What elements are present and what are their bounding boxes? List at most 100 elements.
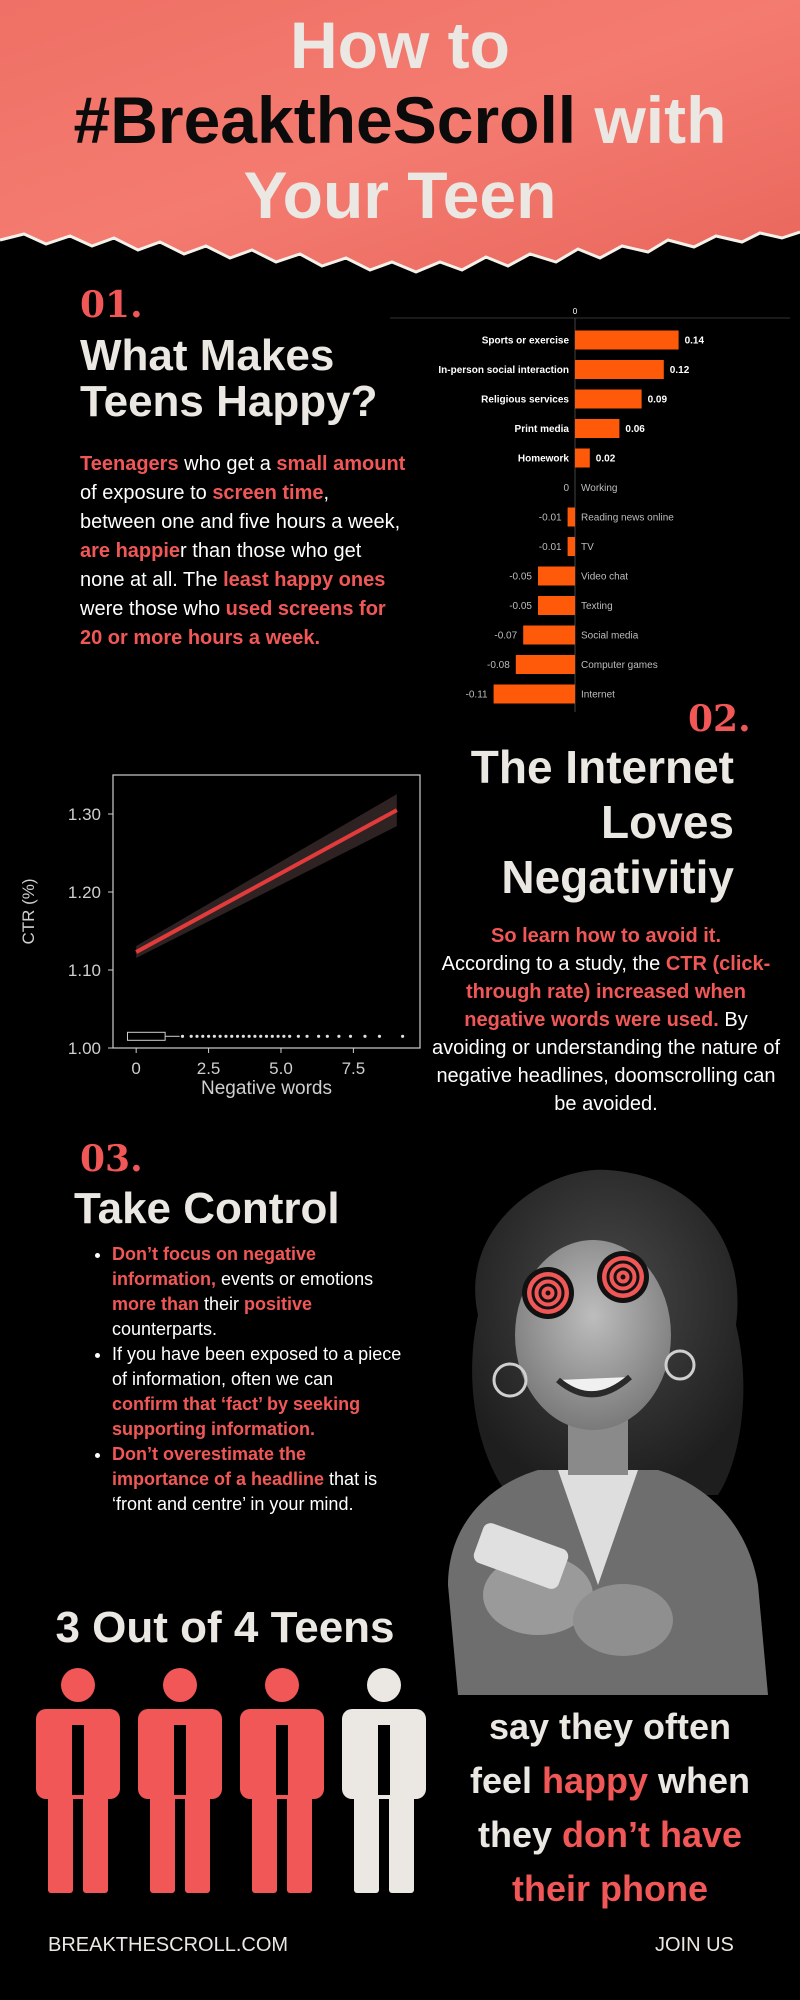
y-tick-label: 1.20	[68, 883, 101, 902]
section-2-number: 02.	[688, 698, 751, 740]
rug-point	[363, 1034, 367, 1038]
category-label: TV	[581, 542, 594, 553]
category-label: Print media	[515, 424, 570, 435]
value-label: -0.07	[494, 631, 517, 642]
text-span: that is ‘front and centre’ in your mind.	[112, 1469, 378, 1514]
bar	[567, 537, 575, 556]
section-2-heading-line-2: Loves	[601, 796, 734, 848]
bar	[575, 419, 620, 438]
value-label: 0.12	[670, 365, 690, 376]
bar	[493, 684, 575, 704]
y-axis-label: CTR (%)	[19, 878, 38, 944]
value-label: 0.14	[685, 336, 705, 347]
spiral-eye-right-icon	[597, 1251, 649, 1303]
text-span: , between one and five hours a week,	[80, 482, 401, 533]
rug-point	[348, 1034, 353, 1038]
text-span: If you have been exposed to a piece of i…	[112, 1344, 402, 1389]
value-label: 0.06	[625, 424, 645, 435]
text-span: r than those who get none at all. The	[80, 540, 362, 591]
value-label: 0	[563, 483, 569, 494]
value-label: 0.02	[596, 454, 616, 465]
stat-line-2: feel happy when	[440, 1754, 780, 1808]
category-label: Video chat	[581, 572, 628, 583]
x-tick-label: 5.0	[269, 1059, 293, 1078]
rug-point	[253, 1034, 257, 1038]
text-span: used screens for 20 or more hours a week…	[80, 598, 386, 649]
text-span: small amount	[276, 453, 406, 475]
text-span: more than	[112, 1294, 200, 1314]
rug-point	[282, 1034, 286, 1038]
bar	[538, 566, 575, 586]
ctr-line-chart: 1.00 1.10 1.20 1.30 0 2.5 5.0 7.5 Negative words…	[19, 774, 421, 1099]
category-label: Texting	[581, 601, 613, 612]
stat-line-3: they don’t have	[440, 1808, 780, 1862]
text-span: By avoiding or understanding the nature …	[431, 1009, 781, 1115]
text-span: counterparts.	[112, 1319, 218, 1339]
category-label: Working	[581, 483, 618, 494]
text-span: they	[477, 1814, 562, 1855]
section-1-heading: What Makes Teens Happy?	[80, 333, 410, 425]
bar	[523, 625, 575, 645]
person-filled-icon	[36, 1668, 120, 1893]
y-tick-label: 1.00	[68, 1039, 101, 1058]
text-span: positive	[244, 1294, 313, 1314]
text-span: Teenagers	[80, 453, 179, 475]
text-span: screen time	[212, 482, 324, 504]
rug-point	[288, 1034, 292, 1038]
category-label: Homework	[518, 454, 570, 465]
rug-point	[377, 1034, 382, 1038]
section-1-number: 01.	[80, 284, 143, 326]
list-item: If you have been exposed to a piece of i…	[112, 1342, 402, 1442]
text-span: who get a	[178, 453, 277, 475]
rug-point	[195, 1034, 199, 1038]
rug-point	[247, 1034, 251, 1038]
category-label: In-person social interaction	[438, 365, 569, 376]
list-item: Don’t focus on negative information, eve…	[112, 1242, 402, 1342]
section-2-heading: The Internet Loves Negativitiy	[420, 740, 734, 905]
website-link[interactable]: BREAKTHESCROLL.COM	[48, 1934, 289, 1956]
x-axis-label: Negative words	[201, 1078, 332, 1099]
stat-title: 3 Out of 4 Teens	[55, 1603, 395, 1652]
section-2-heading-line-1: The Internet	[470, 741, 734, 793]
bar	[575, 330, 679, 350]
rug-point	[235, 1034, 240, 1038]
list-item: Don’t overestimate the importance of a h…	[112, 1442, 402, 1517]
rug-point	[230, 1034, 234, 1038]
person-filled-icon	[138, 1668, 222, 1893]
category-label: Social media	[581, 631, 639, 642]
category-label: Reading news online	[581, 513, 674, 524]
rug-point	[325, 1034, 329, 1038]
text-span: when	[648, 1760, 751, 1801]
rug-point	[212, 1034, 216, 1038]
value-label: -0.01	[539, 542, 562, 553]
rug-point	[180, 1034, 185, 1038]
value-label: -0.05	[509, 572, 532, 583]
join-us-link[interactable]: JOIN US	[655, 1934, 734, 1956]
rug-point	[189, 1034, 193, 1038]
hashtag: #BreaktheScroll	[73, 83, 577, 157]
rug-point	[401, 1034, 405, 1038]
text-span: happy	[542, 1760, 649, 1801]
text-span: events or emotions	[216, 1269, 374, 1289]
text-span: feel	[469, 1760, 542, 1801]
rug-point	[264, 1034, 269, 1038]
rug-point	[206, 1034, 211, 1038]
bar	[538, 596, 575, 615]
section-1-paragraph: Teenagers who get a small amount of expo…	[80, 450, 410, 653]
text-span: confirm that ‘fact’ by seeking supportin…	[112, 1394, 361, 1439]
bar	[575, 360, 664, 379]
section-2-paragraph: So learn how to avoid it. According to a…	[426, 922, 786, 1118]
stat-line-4: their phone	[512, 1868, 708, 1909]
rug-point	[259, 1034, 263, 1038]
value-label: -0.08	[487, 660, 510, 671]
text-span: their	[199, 1294, 245, 1314]
rug-point	[270, 1034, 274, 1038]
title-line-2: #BreaktheScroll with	[0, 83, 800, 158]
torn-paper-banner	[0, 0, 800, 274]
tips-list: Don’t focus on negative information, eve…	[88, 1242, 402, 1517]
text-span: Don’t overestimate the importance of a h…	[112, 1444, 325, 1489]
section-2-lead: So learn how to avoid it.	[490, 925, 722, 947]
section-1-heading-line-1: What Makes	[80, 331, 335, 380]
title-line-3: Your Teen	[243, 158, 557, 232]
rug-point	[218, 1034, 222, 1038]
